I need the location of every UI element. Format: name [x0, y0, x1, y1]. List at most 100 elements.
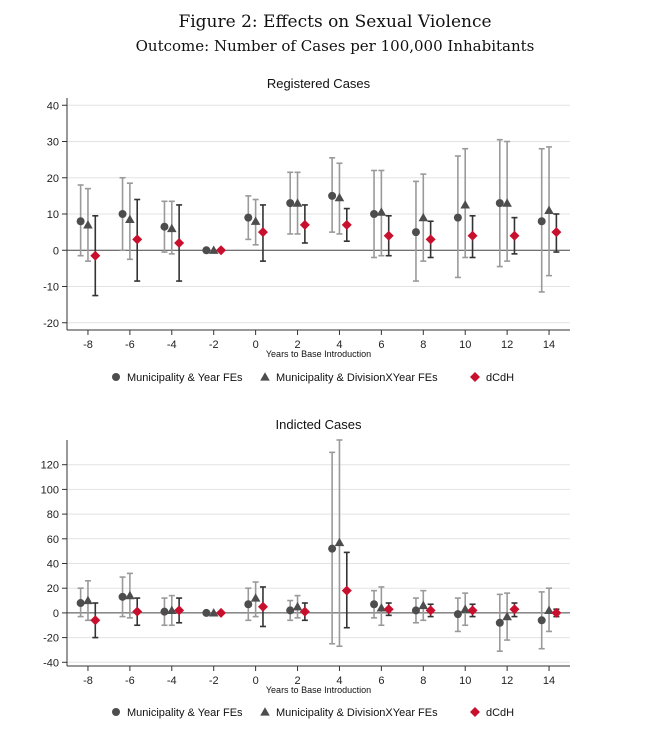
legend-label: Municipality & Year FEs [127, 372, 243, 384]
data-point-triangle [460, 200, 471, 209]
data-point-triangle [418, 212, 429, 222]
y-tick-label: 0 [53, 608, 59, 620]
data-point-circle [537, 217, 546, 226]
x-tick-label: 0 [253, 675, 259, 687]
data-point-diamond [509, 230, 520, 241]
x-tick-label: -8 [83, 675, 93, 687]
x-tick-label: 6 [378, 675, 384, 687]
data-point-diamond [467, 605, 478, 616]
x-tick-label: 10 [459, 339, 471, 351]
y-tick-label: 20 [47, 173, 59, 185]
legend-label: dCdH [486, 372, 514, 384]
y-tick-label: 40 [47, 100, 59, 112]
x-tick-label: 12 [501, 675, 513, 687]
x-tick-label: 6 [378, 339, 384, 351]
x-axis-label: Years to Base Introduction [266, 685, 371, 695]
data-point-triangle [544, 205, 554, 214]
data-point-circle [76, 599, 85, 608]
legend-marker-circle [112, 373, 120, 381]
y-tick-label: 30 [47, 137, 59, 149]
data-point-triangle [125, 590, 135, 600]
data-point-circle [453, 610, 462, 619]
figure-subtitle: Outcome: Number of Cases per 100,000 Inh… [135, 37, 535, 55]
data-point-triangle [376, 207, 387, 216]
y-tick-label: 100 [41, 484, 59, 496]
data-point-diamond [383, 604, 394, 615]
y-tick-label: 0 [53, 245, 59, 257]
data-point-circle [76, 217, 85, 226]
y-tick-label: 60 [47, 534, 59, 546]
data-point-triangle [250, 216, 261, 225]
chart-title: Indicted Cases [276, 417, 362, 432]
data-point-triangle [418, 600, 429, 610]
data-point-diamond [551, 607, 562, 618]
data-point-diamond [174, 605, 185, 616]
data-point-diamond [299, 606, 310, 617]
data-point-circle [118, 210, 127, 218]
data-point-circle [160, 607, 169, 616]
legend-marker-triangle [260, 372, 270, 381]
data-point-triangle [502, 198, 512, 207]
data-point-triangle [544, 605, 554, 615]
data-point-circle [370, 210, 379, 218]
x-tick-label: 4 [336, 339, 342, 351]
y-tick-label: -10 [43, 282, 59, 294]
y-tick-label: 120 [41, 460, 59, 472]
data-point-diamond [509, 604, 520, 615]
x-tick-label: 4 [336, 675, 342, 687]
x-tick-label: 14 [543, 339, 555, 351]
data-point-triangle [166, 605, 177, 615]
data-point-diamond [132, 234, 143, 245]
data-point-diamond [425, 234, 436, 245]
data-point-triangle [166, 223, 177, 233]
data-point-triangle [83, 595, 93, 605]
y-tick-label: -40 [43, 657, 59, 669]
data-point-circle [244, 213, 253, 222]
data-point-triangle [334, 192, 345, 202]
data-point-circle [286, 606, 295, 615]
x-tick-label: 14 [543, 675, 555, 687]
data-point-circle [537, 616, 546, 625]
data-point-circle [286, 199, 295, 208]
y-tick-label: -20 [43, 318, 59, 330]
x-tick-label: 12 [501, 339, 513, 351]
x-tick-label: -2 [209, 675, 219, 687]
data-point-circle [244, 600, 253, 609]
data-point-triangle [292, 601, 303, 611]
legend-marker-triangle [260, 707, 270, 716]
data-point-diamond [467, 230, 478, 241]
x-axis-label: Years to Base Introduction [266, 349, 371, 359]
data-point-triangle [250, 593, 261, 602]
data-point-diamond [216, 607, 227, 618]
x-tick-label: 2 [294, 339, 300, 351]
data-point-diamond [216, 245, 227, 256]
data-point-circle [328, 544, 337, 553]
x-tick-label: -4 [167, 675, 177, 687]
data-point-triangle [376, 603, 387, 612]
data-point-triangle [292, 198, 303, 207]
data-point-circle [202, 608, 211, 617]
legend-label: Municipality & DivisionXYear FEs [276, 707, 438, 719]
data-point-circle [202, 246, 211, 255]
x-tick-label: 8 [420, 339, 426, 351]
x-tick-label: -6 [125, 339, 135, 351]
x-tick-label: -6 [125, 675, 135, 687]
y-tick-label: 80 [47, 509, 59, 521]
data-point-diamond [90, 250, 101, 261]
x-tick-label: -8 [83, 339, 93, 351]
legend-marker-circle [112, 708, 120, 716]
data-point-diamond [257, 601, 268, 612]
data-point-circle [411, 228, 420, 237]
y-tick-label: 40 [47, 558, 59, 570]
data-point-diamond [341, 585, 352, 596]
y-tick-label: 10 [47, 209, 59, 221]
data-point-diamond [551, 227, 562, 238]
data-point-triangle [125, 214, 135, 224]
data-point-circle [370, 600, 379, 609]
data-point-diamond [174, 238, 185, 248]
data-point-circle [160, 222, 169, 231]
data-point-triangle [208, 608, 219, 617]
y-tick-label: 20 [47, 583, 59, 595]
chart-title: Registered Cases [267, 76, 371, 91]
data-point-circle [495, 199, 504, 208]
